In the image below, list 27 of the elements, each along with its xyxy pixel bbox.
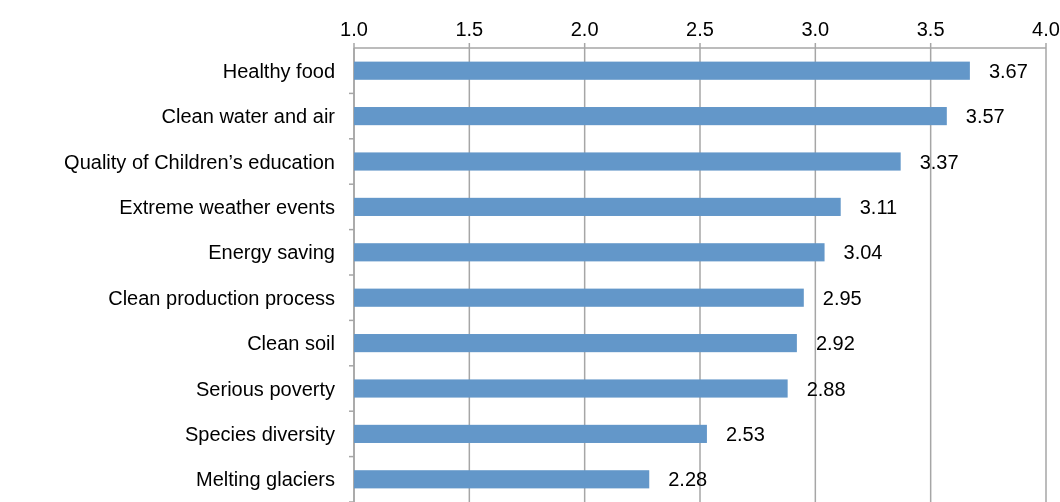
data-label: 2.53	[725, 422, 765, 445]
y-tick-label: Extreme weather events	[119, 195, 335, 218]
y-tick-label: Serious poverty	[196, 377, 335, 400]
y-tick-label: Clean soil	[247, 332, 335, 355]
data-label: 3.57	[965, 105, 1005, 128]
y-tick-label: Melting glaciers	[196, 468, 335, 491]
x-tick-label: 1.5	[455, 18, 484, 40]
data-label: 3.04	[843, 241, 883, 264]
x-tick-label: 2.0	[570, 18, 599, 40]
y-tick-label: Quality of Children’s education	[64, 150, 335, 173]
y-tick-label: Clean water and air	[161, 105, 336, 128]
y-tick-label: Energy saving	[208, 241, 335, 264]
data-label: 2.88	[806, 377, 846, 400]
x-tick-label: 4.0	[1032, 18, 1060, 40]
data-label: 3.37	[919, 150, 959, 173]
data-label: 2.92	[815, 332, 855, 355]
y-tick-label: Clean production process	[108, 286, 335, 309]
data-label: 3.11	[859, 195, 898, 218]
data-label: 2.95	[822, 286, 862, 309]
y-tick-label: Species diversity	[184, 422, 335, 445]
y-tick-label: Healthy food	[222, 59, 335, 82]
x-tick-label: 3.5	[916, 18, 945, 40]
data-label: 2.28	[668, 468, 708, 491]
x-tick-label: 2.5	[686, 18, 714, 40]
data-label: 3.67	[988, 59, 1028, 82]
x-tick-label: 1.0	[340, 18, 368, 40]
x-tick-label: 3.0	[801, 18, 830, 40]
